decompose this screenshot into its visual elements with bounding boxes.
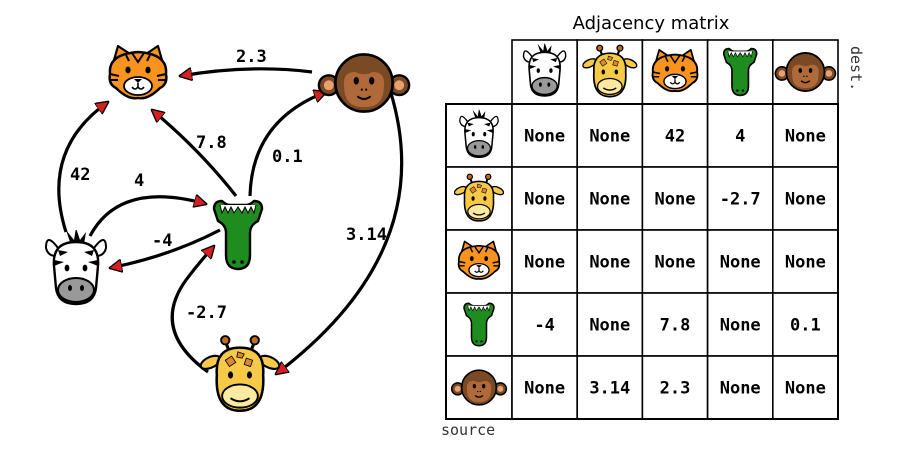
node-crocodile-icon <box>212 199 264 271</box>
node-zebra-icon <box>44 230 108 306</box>
edge-crocodile-to-monkey <box>248 92 326 197</box>
matrix-cell-rect <box>576 166 644 231</box>
matrix-cell-zebra-to-giraffe: None <box>589 127 630 147</box>
matrix-border <box>445 103 839 420</box>
edge-label-zebra-crocodile: 4 <box>134 171 144 191</box>
edge-zebra-to-crocodile <box>88 197 206 237</box>
matrix-cell-giraffe-to-giraffe: None <box>589 190 630 210</box>
matrix-cell-tiger-to-monkey: None <box>785 253 826 273</box>
matrix-cell-rect <box>511 166 578 231</box>
matrix-cell-tiger-to-crocodile: None <box>720 253 761 273</box>
matrix-cell-zebra-to-crocodile: 4 <box>735 127 745 147</box>
matrix-cell-rect <box>511 292 578 357</box>
edge-giraffe-to-crocodile <box>170 246 214 374</box>
matrix-cell-tiger-to-giraffe: None <box>589 253 630 273</box>
edge-label-monkey-giraffe: 3.14 <box>346 225 387 245</box>
edge-labels: 2.3 7.8 0.1 42 4 -4 3.14 -2.7 <box>70 47 387 323</box>
matrix-cell-giraffe-to-crocodile: -2.7 <box>720 190 761 210</box>
matrix-cell-giraffe-to-monkey: None <box>785 190 826 210</box>
matrix-cell-crocodile-to-giraffe: None <box>589 316 630 336</box>
matrix-cell-giraffe-to-zebra: None <box>524 190 565 210</box>
tiger-icon <box>457 240 501 280</box>
matrix-cell-rect <box>706 103 774 168</box>
matrix-cell-rect <box>706 166 774 231</box>
edge-label-crocodile-tiger: 7.8 <box>196 133 227 153</box>
source-axis-label: source <box>441 421 495 439</box>
edge-zebra-to-tiger <box>57 102 108 233</box>
matrix-cell-tiger-to-tiger: None <box>655 253 696 273</box>
edge-crocodile-to-tiger <box>152 110 238 197</box>
matrix-cell-zebra-to-zebra: None <box>524 127 565 147</box>
tiger-icon <box>651 48 699 93</box>
edge-monkey-to-tiger <box>180 67 313 76</box>
matrix-cell-rect <box>771 292 839 357</box>
matrix-cell-rect <box>511 355 578 420</box>
matrix-cell-crocodile-to-crocodile: None <box>720 316 761 336</box>
matrix-cell-crocodile-to-tiger: 7.8 <box>660 316 691 336</box>
matrix-title: Adjacency matrix <box>573 13 730 34</box>
edge-label-crocodile-monkey: 0.1 <box>272 147 303 167</box>
edge-label-crocodile-zebra: -4 <box>152 231 172 251</box>
matrix-cell-zebra-to-monkey: None <box>785 127 826 147</box>
matrix-cell-rect <box>641 292 709 357</box>
matrix-cell-monkey-to-giraffe: 3.14 <box>589 379 630 399</box>
node-giraffe-icon <box>200 334 280 413</box>
matrix-cell-rect <box>706 355 774 420</box>
matrix-cell-rect <box>576 229 644 294</box>
matrix-cell-rect <box>771 103 839 168</box>
edge-label-zebra-tiger: 42 <box>70 165 90 185</box>
matrix-cell-monkey-to-crocodile: None <box>720 379 761 399</box>
animal-graph <box>57 67 404 374</box>
matrix-cell-tiger-to-zebra: None <box>524 253 565 273</box>
matrix-cell-monkey-to-zebra: None <box>524 379 565 399</box>
matrix-cell-zebra-to-tiger: 42 <box>665 127 685 147</box>
edge-label-giraffe-crocodile: -2.7 <box>186 303 227 323</box>
edge-monkey-to-giraffe <box>276 89 404 374</box>
matrix-cell-rect <box>641 355 709 420</box>
adjacency-matrix: None None 42 4 None None None None -2.7 None None N… <box>445 39 839 420</box>
node-monkey-icon <box>317 52 411 114</box>
matrix-cell-crocodile-to-monkey: 0.1 <box>790 316 821 336</box>
node-tiger-icon <box>108 44 168 100</box>
matrix-cell-monkey-to-monkey: None <box>785 379 826 399</box>
dest-axis-label: dest. <box>847 46 865 91</box>
edge-crocodile-to-zebra <box>110 228 221 268</box>
matrix-cell-crocodile-to-zebra: -4 <box>534 316 554 336</box>
edge-label-monkey-tiger: 2.3 <box>236 47 267 67</box>
matrix-cell-giraffe-to-tiger: None <box>655 190 696 210</box>
matrix-cell-rect <box>576 103 644 168</box>
matrix-cell-monkey-to-tiger: 2.3 <box>660 379 691 399</box>
